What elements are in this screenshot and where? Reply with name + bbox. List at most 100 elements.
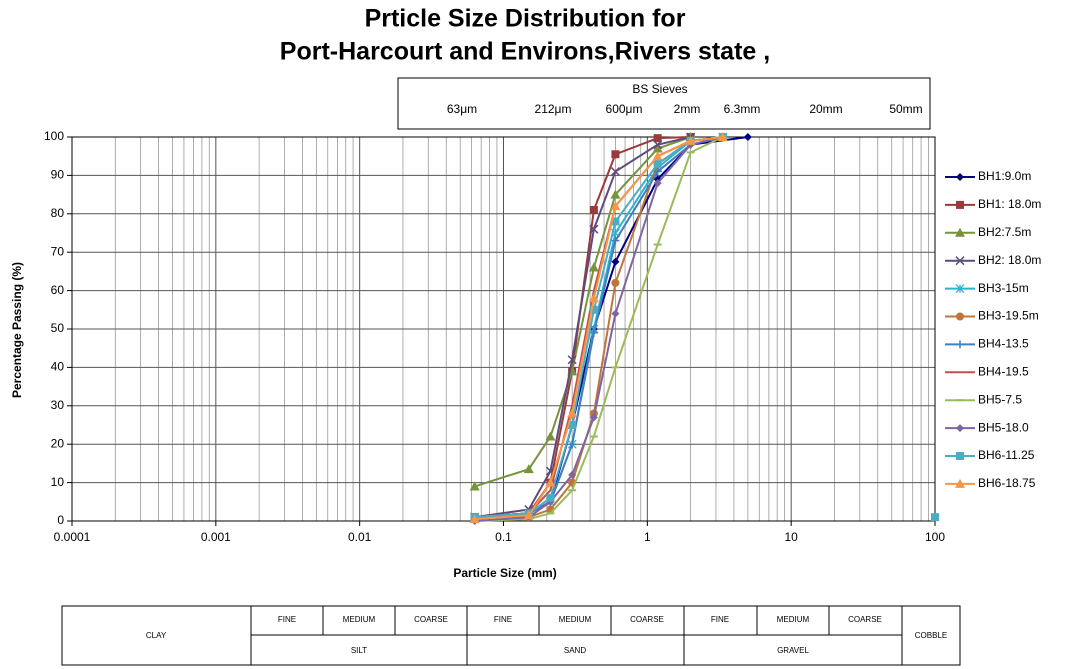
class-label: COBBLE — [915, 631, 947, 640]
class-label: COARSE — [630, 615, 664, 624]
marker — [611, 217, 620, 226]
legend-label: BH6-18.75 — [978, 476, 1036, 490]
x-axis-label: Particle Size (mm) — [453, 566, 556, 580]
legend-label: BH4-19.5 — [978, 364, 1029, 378]
legend-label: BH5-7.5 — [978, 392, 1022, 406]
marker — [955, 284, 965, 294]
y-tick-label: 60 — [51, 283, 65, 297]
legend-label: BH5-18.0 — [978, 420, 1029, 434]
marker — [685, 135, 696, 145]
legend-label: BH3-19.5m — [978, 309, 1039, 323]
marker — [610, 167, 620, 177]
marker — [469, 481, 480, 491]
series — [470, 132, 728, 522]
marker — [955, 227, 965, 237]
marker — [589, 205, 598, 214]
series-line — [474, 136, 723, 521]
class-label: MEDIUM — [559, 615, 592, 624]
marker — [611, 236, 620, 245]
series-line — [474, 136, 691, 519]
marker — [653, 167, 662, 176]
marker — [610, 201, 621, 211]
class-label: FINE — [278, 615, 296, 624]
y-tick-label: 0 — [57, 513, 64, 527]
marker — [956, 424, 964, 433]
y-tick-label: 90 — [51, 168, 65, 182]
marker — [956, 312, 964, 321]
marker — [611, 150, 620, 159]
marker — [743, 133, 752, 141]
y-tick-label: 30 — [51, 398, 65, 412]
y-axis-label: Percentage Passing (%) — [10, 262, 24, 398]
x-tick-label: 1 — [644, 530, 651, 544]
series — [470, 133, 939, 522]
chart-title: Prticle Size Distribution for — [365, 5, 686, 33]
y-tick-label: 20 — [51, 436, 65, 450]
marker — [956, 200, 964, 209]
marker — [589, 305, 598, 314]
marker — [568, 421, 577, 429]
marker — [589, 413, 598, 422]
class-label: COARSE — [848, 615, 882, 624]
series-line — [474, 136, 723, 519]
sieve-title: BS Sieves — [632, 82, 687, 96]
series — [470, 133, 727, 522]
marker — [523, 464, 534, 474]
class-label: COARSE — [414, 615, 448, 624]
legend-label: BH2:7.5m — [978, 225, 1031, 239]
series-line — [474, 136, 723, 519]
series — [470, 133, 727, 522]
marker — [567, 355, 577, 365]
series — [469, 132, 728, 524]
chart-subtitle: Port-Harcourt and Environs,Rivers state … — [280, 38, 770, 66]
class-label: SILT — [351, 646, 367, 655]
legend-label: BH4-13.5 — [978, 337, 1029, 351]
series-line — [474, 136, 691, 519]
marker — [653, 134, 662, 143]
marker — [589, 328, 598, 337]
sieve-label: 63μm — [447, 102, 477, 116]
marker — [611, 309, 620, 318]
marker — [546, 493, 555, 502]
legend-label: BH3-15m — [978, 281, 1029, 295]
class-label: MEDIUM — [777, 615, 810, 624]
marker — [545, 477, 556, 487]
series-line — [474, 136, 723, 519]
marker — [568, 470, 577, 479]
marker — [956, 452, 964, 460]
series-line — [474, 136, 724, 519]
class-label: MEDIUM — [343, 615, 376, 624]
marker — [955, 478, 965, 488]
marker — [589, 224, 599, 234]
marker — [653, 159, 662, 168]
class-label: CLAY — [146, 631, 167, 640]
series-line — [474, 136, 691, 488]
class-label: SAND — [564, 646, 586, 655]
x-tick-label: 10 — [784, 530, 798, 544]
sieve-label: 6.3mm — [724, 102, 761, 116]
sieve-label: 50mm — [889, 102, 922, 116]
x-tick-label: 0.1 — [495, 530, 512, 544]
legend-label: BH2: 18.0m — [978, 253, 1041, 267]
y-tick-label: 70 — [51, 244, 65, 258]
x-tick-label: 100 — [925, 530, 945, 544]
marker — [469, 514, 480, 524]
marker — [568, 440, 577, 449]
marker — [588, 262, 599, 272]
marker — [610, 189, 621, 199]
y-tick-label: 10 — [51, 475, 65, 489]
marker — [956, 173, 964, 181]
marker — [653, 140, 663, 150]
marker — [588, 293, 599, 303]
y-tick-label: 100 — [44, 129, 64, 143]
sieve-label: 20mm — [809, 102, 842, 116]
marker — [545, 431, 556, 441]
series-line — [474, 136, 749, 519]
legend-label: BH1:9.0m — [978, 169, 1031, 183]
marker — [956, 340, 964, 349]
marker — [652, 151, 663, 161]
series-line — [475, 137, 935, 517]
x-tick-label: 0.001 — [201, 530, 231, 544]
legend-label: BH6-11.25 — [978, 448, 1035, 462]
class-label: GRAVEL — [777, 646, 809, 655]
